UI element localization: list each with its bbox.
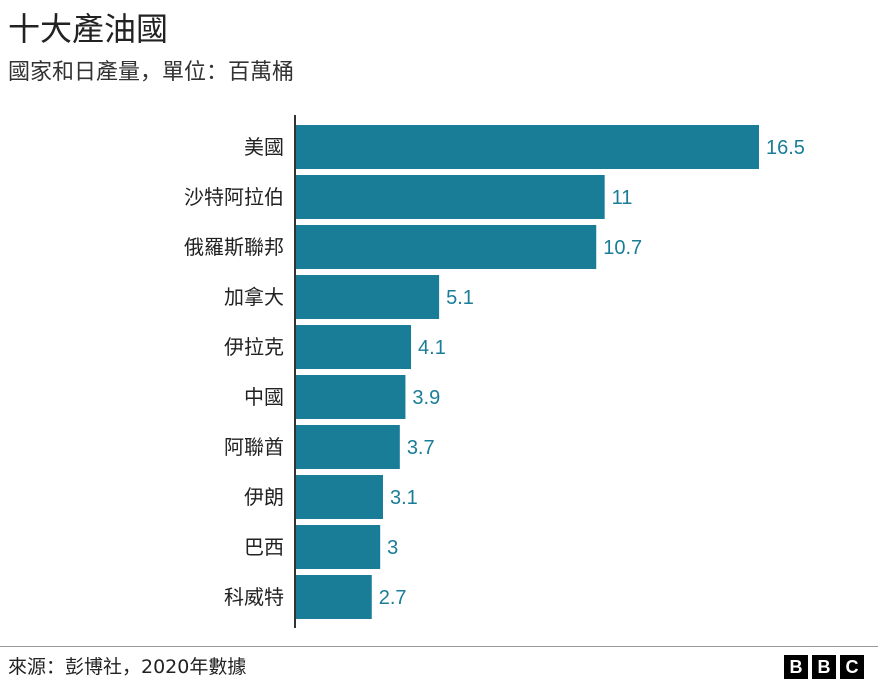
value-label: 3.1 [390, 487, 418, 509]
value-label: 4.1 [418, 337, 446, 359]
logo-letter: C [840, 655, 864, 679]
bar [296, 475, 383, 519]
category-label: 科威特 [224, 585, 284, 609]
category-label: 阿聯酋 [224, 435, 284, 459]
value-label: 11 [612, 187, 633, 209]
bar [296, 375, 406, 419]
category-label: 巴西 [244, 535, 284, 559]
category-label: 中國 [244, 385, 284, 409]
value-label: 3.7 [407, 437, 435, 459]
category-label: 俄羅斯聯邦 [184, 235, 284, 259]
value-label: 3.9 [412, 387, 440, 409]
value-label: 5.1 [446, 287, 474, 309]
bar [296, 325, 412, 369]
footer-divider [0, 646, 878, 647]
bbc-logo: B B C [784, 655, 864, 679]
category-label: 美國 [244, 135, 284, 159]
chart-title: 十大產油國 [8, 10, 169, 48]
category-label: 沙特阿拉伯 [184, 185, 284, 209]
bar [296, 275, 440, 319]
value-label: 3 [387, 537, 398, 559]
bar [296, 125, 759, 169]
logo-letter: B [812, 655, 836, 679]
value-label: 10.7 [603, 237, 642, 259]
category-label: 伊拉克 [224, 335, 284, 359]
category-label: 加拿大 [224, 285, 284, 309]
value-label: 2.7 [379, 587, 407, 609]
logo-letter: B [784, 655, 808, 679]
bar [296, 225, 597, 269]
value-label: 16.5 [766, 137, 805, 159]
chart-subtitle: 國家和日產量，單位：百萬桶 [8, 60, 295, 85]
source-note: 來源：彭博社，2020年數據 [8, 656, 247, 678]
bar [296, 525, 381, 569]
bar [296, 175, 605, 219]
bar [296, 575, 372, 619]
category-label: 伊朗 [244, 485, 284, 509]
bar-chart: 美國 16.5 沙特阿拉伯 11 俄羅斯聯邦 10.7 加拿大 5.1 伊拉克 4.1 中國 3.9 阿… [184, 115, 805, 628]
bar [296, 425, 400, 469]
